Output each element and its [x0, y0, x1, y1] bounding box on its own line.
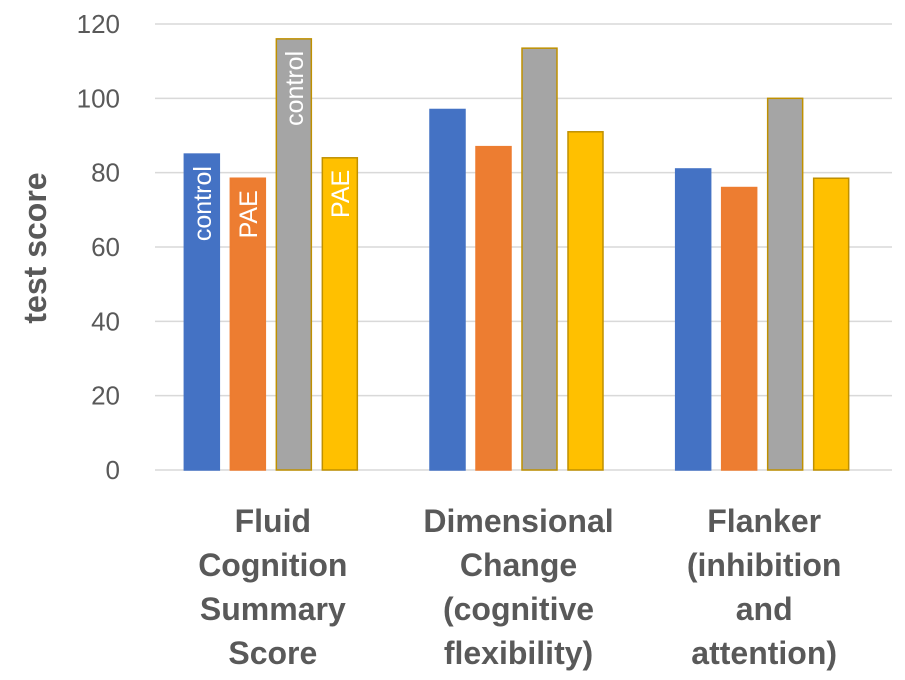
y-axis-ticks: 0 20 40 60 80 100 120: [77, 9, 120, 485]
bar-pae-2: [720, 186, 758, 471]
bar-labels: control PAE control PAE: [189, 51, 355, 241]
y-tick-label: 20: [91, 381, 120, 411]
y-tick-label: 40: [91, 306, 120, 336]
bar-control-3: [521, 47, 558, 471]
y-tick-label: 120: [77, 9, 120, 39]
category-label: Flanker (inhibition and attention): [687, 503, 842, 671]
bar-control-1: [674, 168, 712, 471]
y-tick-label: 60: [91, 232, 120, 262]
series-label: PAE: [235, 190, 263, 238]
y-tick-label: 80: [91, 158, 120, 188]
bar-control-1: [429, 108, 466, 471]
category-label: Fluid Cognition Summary Score: [198, 503, 347, 671]
series-label: control: [189, 166, 217, 241]
category-labels: Fluid Cognition Summary Score Dimensional Cha…: [198, 503, 841, 671]
category-label: Dimensional Change (cognitive flexibility): [423, 503, 613, 671]
bar-control-3: [275, 38, 313, 471]
y-axis-title: test score: [17, 172, 53, 323]
y-tick-label: 0: [106, 455, 120, 485]
bar-pae-2: [475, 145, 512, 471]
bar-pae-2: [229, 177, 267, 471]
bar-pae-4: [321, 157, 359, 471]
bar-pae-4: [812, 177, 850, 471]
bars: [183, 38, 850, 471]
series-label: PAE: [327, 170, 355, 218]
y-tick-label: 100: [77, 83, 120, 113]
bar-pae-4: [567, 131, 604, 471]
series-label: control: [281, 51, 309, 126]
bar-control-3: [766, 97, 804, 471]
bar-control-1: [183, 153, 221, 471]
